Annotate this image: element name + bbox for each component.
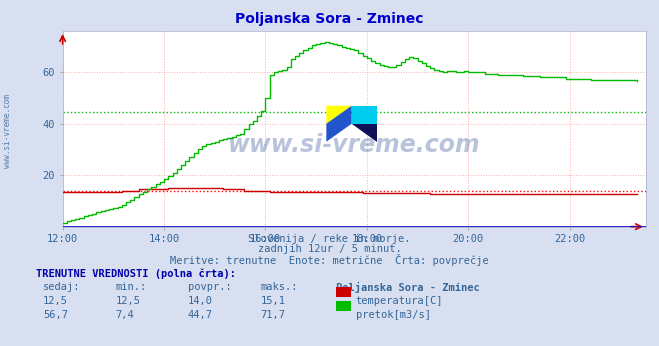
Text: temperatura[C]: temperatura[C] bbox=[356, 296, 444, 306]
Text: www.si-vreme.com: www.si-vreme.com bbox=[228, 133, 480, 156]
Text: 71,7: 71,7 bbox=[260, 310, 285, 320]
Polygon shape bbox=[326, 106, 352, 124]
Text: min.:: min.: bbox=[115, 282, 146, 292]
Text: Meritve: trenutne  Enote: metrične  Črta: povprečje: Meritve: trenutne Enote: metrične Črta: … bbox=[170, 254, 489, 266]
Text: Poljanska Sora - Zminec: Poljanska Sora - Zminec bbox=[235, 12, 424, 26]
Text: Slovenija / reke in morje.: Slovenija / reke in morje. bbox=[248, 234, 411, 244]
Text: maks.:: maks.: bbox=[260, 282, 298, 292]
Text: sedaj:: sedaj: bbox=[43, 282, 80, 292]
Text: 12,5: 12,5 bbox=[43, 296, 68, 306]
Polygon shape bbox=[352, 106, 377, 124]
Text: www.si-vreme.com: www.si-vreme.com bbox=[3, 94, 13, 169]
Text: 44,7: 44,7 bbox=[188, 310, 213, 320]
Text: zadnjih 12ur / 5 minut.: zadnjih 12ur / 5 minut. bbox=[258, 244, 401, 254]
Polygon shape bbox=[326, 106, 352, 142]
Text: 14,0: 14,0 bbox=[188, 296, 213, 306]
Text: povpr.:: povpr.: bbox=[188, 282, 231, 292]
Text: Poljanska Sora - Zminec: Poljanska Sora - Zminec bbox=[336, 282, 480, 293]
Polygon shape bbox=[352, 124, 377, 142]
Text: pretok[m3/s]: pretok[m3/s] bbox=[356, 310, 431, 320]
Text: 12,5: 12,5 bbox=[115, 296, 140, 306]
Text: 15,1: 15,1 bbox=[260, 296, 285, 306]
Text: 56,7: 56,7 bbox=[43, 310, 68, 320]
Text: TRENUTNE VREDNOSTI (polna črta):: TRENUTNE VREDNOSTI (polna črta): bbox=[36, 268, 236, 279]
Text: 7,4: 7,4 bbox=[115, 310, 134, 320]
